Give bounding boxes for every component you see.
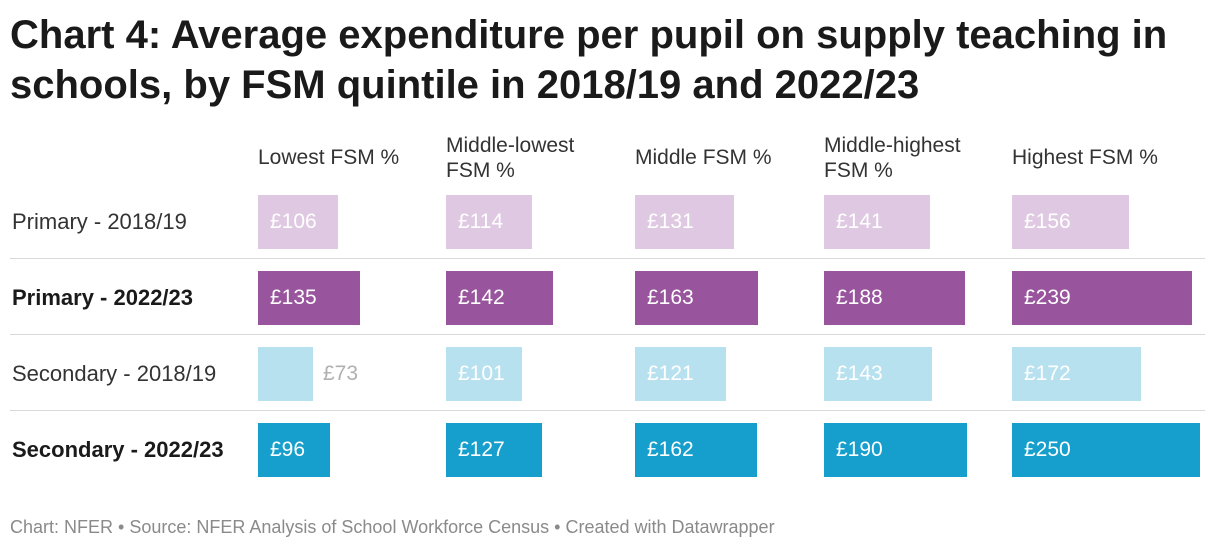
row-label: Primary - 2022/23 (12, 285, 194, 310)
bar (635, 423, 757, 477)
bar (824, 423, 967, 477)
bar-value-label: £239 (1024, 286, 1071, 309)
column-header: Middle-highest FSM % (824, 134, 961, 182)
column-header: Middle FSM % (635, 146, 772, 169)
bar (824, 195, 930, 249)
bar-value-label: £142 (458, 286, 505, 309)
row-divider (10, 410, 1205, 411)
bar-value-label: £190 (836, 438, 883, 461)
bar-value-label: £141 (836, 210, 883, 233)
bar (1012, 347, 1141, 401)
chart-footer: Chart: NFER • Source: NFER Analysis of S… (10, 517, 775, 537)
bar-value-label: £121 (647, 362, 694, 385)
column-header: Highest FSM % (1012, 146, 1158, 169)
bar (824, 271, 965, 325)
bar-value-label: £114 (458, 210, 504, 233)
bar-value-label: £101 (458, 362, 505, 385)
column-header: Middle-lowest FSM % (446, 134, 575, 182)
bar-value-label: £172 (1024, 362, 1071, 385)
bar (446, 271, 553, 325)
bar (1012, 271, 1192, 325)
bar-value-label: £73 (323, 362, 359, 385)
bar (258, 271, 360, 325)
bar (635, 195, 734, 249)
bar (446, 347, 522, 401)
bar-value-label: £188 (836, 286, 883, 309)
bar (1012, 423, 1200, 477)
row-label: Secondary - 2018/19 (12, 361, 217, 386)
row-label: Primary - 2018/19 (12, 209, 187, 234)
row-divider (10, 334, 1205, 335)
bar-value-label: £135 (270, 286, 317, 309)
bar (258, 423, 330, 477)
bar (446, 423, 542, 477)
bar-value-label: £131 (647, 210, 694, 233)
bar (635, 271, 758, 325)
bar-value-label: £143 (836, 362, 883, 385)
bar-value-label: £162 (647, 438, 694, 461)
chart-title: Chart 4: Average expenditure per pupil o… (10, 13, 1168, 107)
bar (258, 347, 313, 401)
bar-value-label: £156 (1024, 210, 1071, 233)
bar-value-label: £96 (270, 438, 306, 461)
column-header: Lowest FSM % (258, 146, 400, 169)
row-divider (10, 258, 1205, 259)
bar (635, 347, 726, 401)
bar-value-label: £127 (458, 438, 505, 461)
bar (258, 195, 338, 249)
bar-value-label: £106 (270, 210, 317, 233)
bar (1012, 195, 1129, 249)
bar-value-label: £250 (1024, 438, 1071, 461)
bar-value-label: £163 (647, 286, 694, 309)
row-label: Secondary - 2022/23 (12, 437, 224, 462)
bar (824, 347, 932, 401)
bar (446, 195, 532, 249)
